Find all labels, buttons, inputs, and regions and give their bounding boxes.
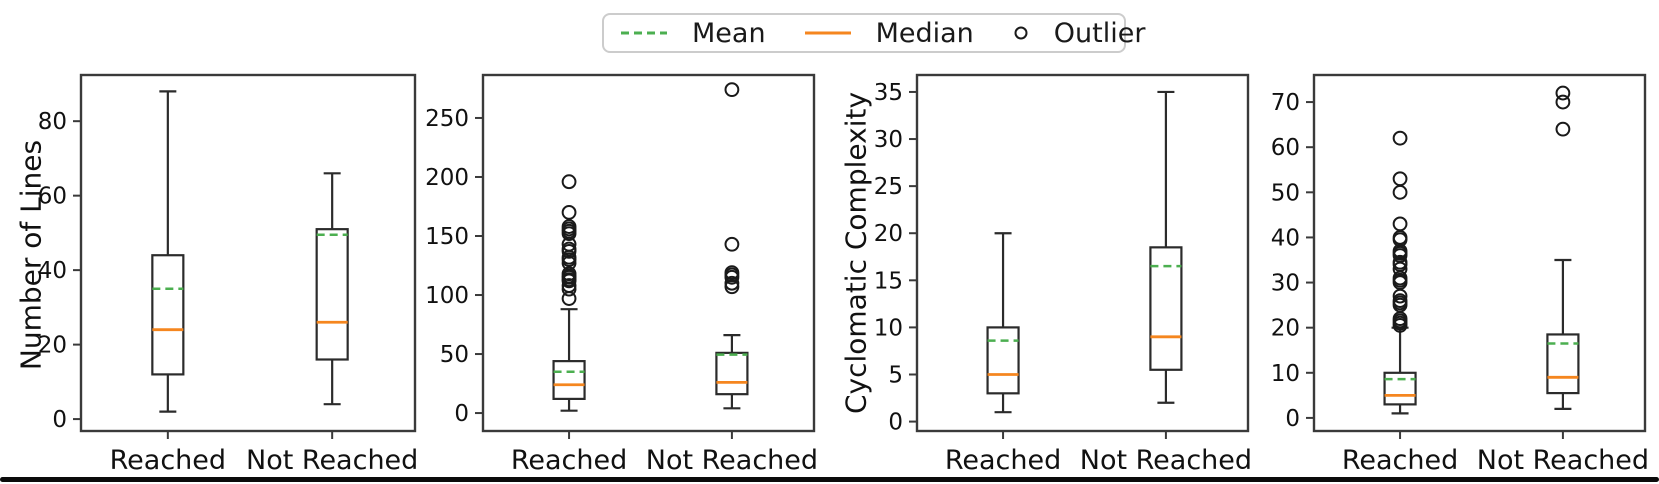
svg-text:15: 15 bbox=[874, 268, 903, 294]
svg-text:0: 0 bbox=[52, 407, 67, 433]
svg-text:Reached: Reached bbox=[1342, 445, 1458, 476]
outlier-circle-icon bbox=[1014, 26, 1028, 40]
svg-text:Reached: Reached bbox=[945, 445, 1061, 476]
svg-text:250: 250 bbox=[425, 106, 469, 132]
svg-text:30: 30 bbox=[1271, 271, 1300, 297]
legend-item-mean: Mean bbox=[620, 20, 766, 47]
svg-text:35: 35 bbox=[874, 80, 903, 106]
legend-label-mean: Mean bbox=[692, 17, 766, 49]
svg-text:25: 25 bbox=[874, 174, 903, 200]
legend-label-median: Median bbox=[875, 17, 974, 49]
legend-label-outlier: Outlier bbox=[1053, 17, 1146, 49]
boxplot-panel-number-of-lines: 0 20 40 60 80 Reached Not Reached bbox=[1, 60, 427, 480]
boxplot-panel-cyclomatic-complexity-with-outliers: 0 10 20 30 40 50 60 70 Reached Not Reached bbox=[1234, 60, 1657, 480]
svg-text:20: 20 bbox=[1271, 316, 1300, 342]
mean-dashed-line-icon bbox=[621, 31, 667, 35]
svg-text:Not Reached: Not Reached bbox=[646, 445, 818, 476]
svg-text:150: 150 bbox=[425, 224, 469, 250]
svg-text:100: 100 bbox=[425, 283, 469, 309]
svg-text:0: 0 bbox=[1285, 406, 1300, 432]
window-bottom-border bbox=[0, 477, 1659, 482]
svg-text:10: 10 bbox=[1271, 361, 1300, 387]
svg-text:0: 0 bbox=[888, 410, 903, 436]
svg-text:20: 20 bbox=[38, 333, 67, 359]
boxplot-panel-cyclomatic-complexity: 0 5 10 15 20 25 30 35 Reached Not Reached bbox=[837, 60, 1260, 480]
median-solid-line-icon bbox=[804, 31, 851, 35]
svg-text:Not Reached: Not Reached bbox=[1477, 445, 1649, 476]
svg-text:50: 50 bbox=[1271, 180, 1300, 206]
svg-text:40: 40 bbox=[1271, 225, 1300, 251]
svg-text:30: 30 bbox=[874, 127, 903, 153]
svg-text:80: 80 bbox=[38, 109, 67, 135]
legend-item-outlier: Outlier bbox=[1012, 17, 1146, 49]
svg-text:60: 60 bbox=[1271, 135, 1300, 161]
svg-text:200: 200 bbox=[425, 165, 469, 191]
svg-text:50: 50 bbox=[440, 342, 469, 368]
svg-text:10: 10 bbox=[874, 315, 903, 341]
svg-text:5: 5 bbox=[888, 362, 903, 388]
svg-text:Not Reached: Not Reached bbox=[246, 445, 418, 476]
svg-text:40: 40 bbox=[38, 258, 67, 284]
svg-text:Reached: Reached bbox=[511, 445, 627, 476]
svg-text:Reached: Reached bbox=[110, 445, 226, 476]
svg-text:60: 60 bbox=[38, 184, 67, 210]
legend: Mean Median Outlier bbox=[602, 13, 1145, 53]
svg-text:70: 70 bbox=[1271, 90, 1300, 116]
svg-text:0: 0 bbox=[454, 401, 469, 427]
legend-item-median: Median bbox=[804, 20, 974, 47]
boxplot-panel-number-of-lines-with-outliers: 0 50 100 150 200 250 Reached Not Reached bbox=[403, 60, 826, 480]
svg-text:20: 20 bbox=[874, 221, 903, 247]
svg-text:Not Reached: Not Reached bbox=[1080, 445, 1252, 476]
